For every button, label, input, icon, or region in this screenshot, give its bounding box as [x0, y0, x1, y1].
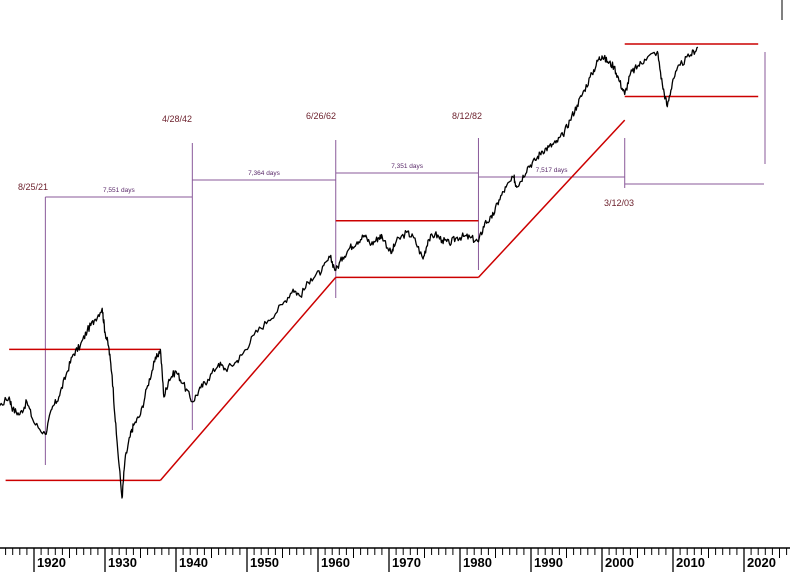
date-label: 3/12/03: [604, 198, 634, 208]
price-series: [0, 46, 699, 499]
x-tick-label: 2000: [605, 555, 634, 570]
x-tick-label: 1950: [250, 555, 279, 570]
annotation-labels: 8/25/21 4/28/42 6/26/62 8/12/82 3/12/03 7,551…: [18, 111, 634, 208]
x-tick-label: 1960: [321, 555, 350, 570]
date-label: 6/26/62: [306, 111, 336, 121]
x-axis: 1920 1930 1940 1950 1960 1970 1980 1990 2000 2010…: [0, 547, 790, 572]
x-tick-label: 2010: [676, 555, 705, 570]
trend-line: [477, 119, 626, 278]
days-label: 7,551 days: [103, 187, 136, 194]
x-tick-label: 2020: [747, 555, 776, 570]
x-tick-label: 1940: [179, 555, 208, 570]
support-resistance-lines: [5, 43, 759, 482]
days-label: 7,364 days: [248, 170, 281, 177]
days-label: 7,351 days: [391, 163, 424, 170]
date-label: 8/12/82: [452, 111, 482, 121]
date-label: 4/28/42: [162, 114, 192, 124]
days-label: 7,517 days: [536, 167, 569, 174]
x-tick-label: 1970: [392, 555, 421, 570]
cycle-brackets: [44, 52, 766, 465]
trend-line: [159, 276, 337, 481]
date-label: 8/25/21: [18, 182, 48, 192]
x-tick-label: 1920: [37, 555, 66, 570]
x-tick-label: 1980: [463, 555, 492, 570]
x-tick-label: 1930: [108, 555, 137, 570]
price-line: [0, 46, 699, 499]
x-tick-label: 1990: [534, 555, 563, 570]
